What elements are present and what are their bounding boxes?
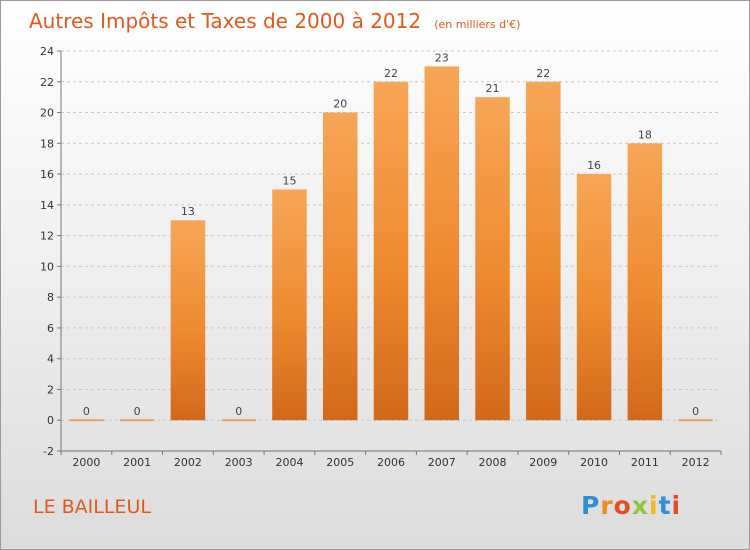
bar [272,189,307,421]
x-tick-label: 2012 [682,456,710,469]
y-tick-label: 6 [47,322,54,335]
bar [373,81,409,421]
bar [69,419,104,422]
y-tick-label: 0 [47,414,54,427]
y-tick-label: 10 [40,260,54,273]
logo-letter: i [671,491,682,520]
y-tick-label: 2 [47,383,54,396]
data-label: 20 [333,98,347,111]
data-label: 0 [134,405,141,418]
bar [221,419,256,422]
logo-letter: r [600,491,614,520]
data-label: 18 [638,128,652,141]
x-tick-label: 2003 [225,456,253,469]
data-label: 22 [536,67,550,80]
x-tick-label: 2001 [123,456,151,469]
y-tick-label: 14 [40,199,54,212]
data-label: 16 [587,159,601,172]
y-tick-label: 24 [40,45,54,58]
y-tick-label: 18 [40,137,54,150]
chart-subtitle: (en milliers d'€) [434,18,521,31]
y-tick-label: 4 [47,353,54,366]
bars [69,66,713,422]
y-tick-label: 16 [40,168,54,181]
town-name: LE BAILLEUL [33,496,151,518]
bar [475,97,510,421]
data-label: 0 [235,405,242,418]
data-label: 0 [692,405,699,418]
logo-letter: P [581,491,601,520]
data-label: 0 [83,405,90,418]
x-tick-label: 2011 [631,456,659,469]
bar [678,419,713,422]
y-tick-label: 12 [40,230,54,243]
data-labels: 0 0 13 0 15 20 22 23 21 22 16 18 0 [83,51,699,418]
y-tick-label: 20 [40,107,54,120]
logo-letter: i [649,491,659,520]
bar [576,174,612,421]
bar [424,66,460,421]
data-label: 13 [181,205,195,218]
data-label: 15 [282,174,296,187]
x-tick-label: 2004 [275,456,303,469]
x-tick-label: 2007 [428,456,456,469]
x-tick-label: 2005 [326,456,354,469]
logo-letter: x [631,491,649,520]
bar [119,419,155,422]
proxiti-logo[interactable]: Proxiti [581,491,681,520]
y-tick-label: 22 [40,76,54,89]
x-tick-label: 2002 [174,456,202,469]
bar [170,220,206,421]
x-tick-label: 2010 [580,456,608,469]
chart-title: Autres Impôts et Taxes de 2000 à 2012 [29,9,422,33]
y-tick-label: -2 [43,445,54,458]
x-tick-label: 2000 [72,456,100,469]
x-axis: 2000 2001 2002 2003 2004 2005 2006 2007 2008 2009… [60,450,722,469]
data-label: 21 [486,82,500,95]
data-label: 23 [435,51,449,64]
y-tick-label: 8 [47,291,54,304]
x-tick-label: 2008 [479,456,507,469]
logo-letter: o [613,491,632,520]
x-tick-label: 2006 [377,456,405,469]
title-block: Autres Impôts et Taxes de 2000 à 2012 (e… [29,9,520,33]
bar [526,81,561,421]
bar [322,112,358,421]
bar [627,143,663,421]
x-tick-label: 2009 [529,456,557,469]
logo-letter: t [658,491,672,520]
data-label: 22 [384,67,398,80]
